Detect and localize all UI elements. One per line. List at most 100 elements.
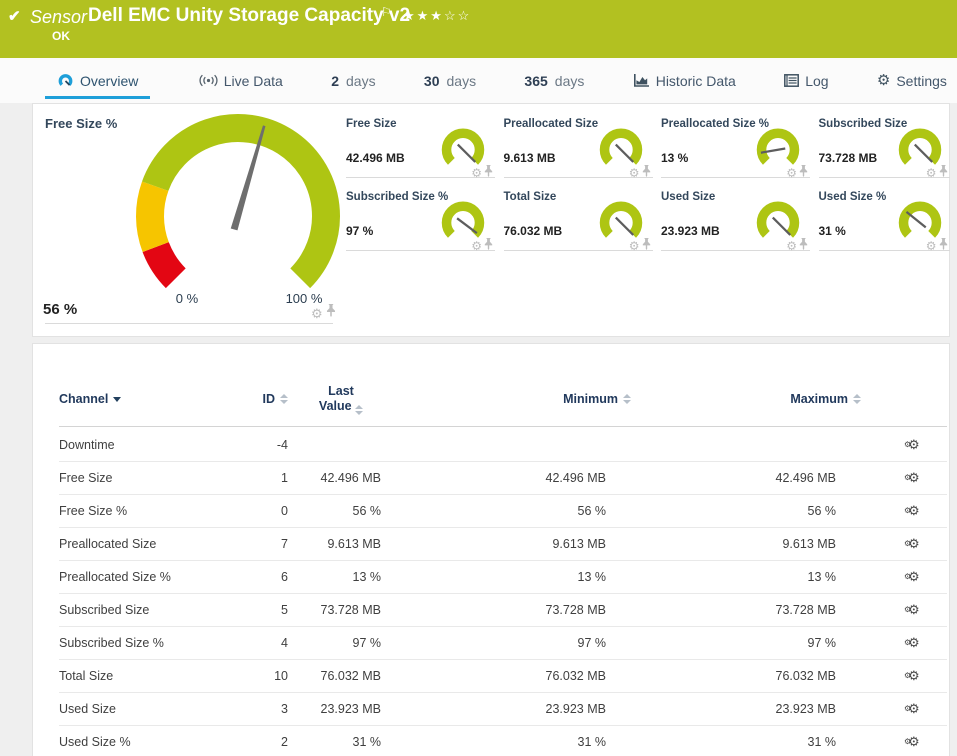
gear-icon[interactable]: ⚙ (628, 239, 640, 253)
minimum-cell: 42.496 MB (545, 471, 606, 485)
channel-id-cell: -4 (276, 438, 288, 452)
last-value-cell: 9.613 MB (327, 537, 381, 551)
column-header-last-value[interactable]: Last Value (301, 384, 381, 415)
column-header-id[interactable]: ID (213, 392, 288, 406)
gear-icon[interactable]: ⚙ (628, 166, 640, 180)
pin-icon[interactable] (939, 164, 948, 182)
table-row: Downtime -4 ⚙ ⚙ (59, 429, 947, 462)
small-gauge (599, 201, 642, 238)
gauge-title: Subscribed Size % (346, 191, 449, 203)
sensor-title: Dell EMC Unity Storage Capacity v2 (88, 5, 411, 26)
main-gauge-value: 56 % (43, 301, 78, 318)
sensor-category-label: Sensor (30, 7, 88, 27)
table-row: Used Size 3 23.923 MB 23.923 MB 23.923 MB ⚙ ⚙ (59, 693, 947, 726)
flag-icon[interactable]: ⚐ (381, 5, 392, 19)
priority-stars[interactable]: ★★★☆☆ (403, 8, 472, 23)
channel-id-cell: 0 (281, 504, 288, 518)
tab-label-number: 30 (423, 72, 440, 89)
pin-icon[interactable] (939, 237, 948, 255)
gauge-value: 76.032 MB (503, 224, 563, 238)
minimum-cell: 76.032 MB (545, 669, 606, 683)
gear-icon[interactable]: ⚙ (925, 166, 937, 180)
channel-name-cell: Used Size (59, 702, 116, 716)
pin-icon[interactable] (642, 237, 651, 255)
sort-icon (280, 394, 288, 404)
column-header-minimum[interactable]: Minimum (453, 392, 631, 406)
channel-id-cell: 6 (281, 570, 288, 584)
channel-id-cell: 2 (281, 735, 288, 749)
gauge-needle (614, 216, 634, 236)
channel-name-cell: Downtime (59, 438, 115, 452)
pin-icon[interactable] (326, 304, 336, 322)
minimum-cell: 13 % (577, 570, 607, 584)
gauge-needle (913, 143, 933, 163)
small-gauge-cell: Used Size % 31 % ⚙ (818, 187, 950, 253)
gear-icon[interactable]: ⚙ (471, 239, 482, 253)
gear-icon[interactable]: ⚙ (471, 166, 482, 180)
small-gauge (756, 128, 800, 165)
sort-desc-icon (113, 396, 122, 402)
status-check-icon: ✔ (8, 8, 21, 25)
tab-30-days[interactable]: 30 days (424, 58, 476, 103)
channel-id-cell: 4 (281, 636, 288, 650)
settings-gear-icon: ⚙ (876, 72, 891, 89)
column-header-channel[interactable]: Channel (59, 392, 122, 406)
maximum-cell: 13 % (807, 570, 837, 584)
channel-name-cell: Preallocated Size (59, 537, 157, 551)
log-icon (784, 74, 800, 87)
minimum-cell: 73.728 MB (545, 603, 606, 617)
channel-id-cell: 5 (281, 603, 288, 617)
gear-icon[interactable]: ⚙ (786, 166, 797, 180)
pin-icon[interactable] (799, 237, 808, 255)
gauge-title: Used Size (661, 191, 716, 203)
tab-label: days (446, 72, 477, 89)
channel-id-cell: 3 (281, 702, 288, 716)
small-gauge (756, 201, 800, 238)
table-row: Free Size % 0 56 % 56 % 56 % ⚙ ⚙ (59, 495, 947, 528)
overview-gauges-panel: Free Size % 0 % 100 % 56 % ⚙ Free Size 42… (32, 103, 950, 337)
column-header-maximum[interactable]: Maximum (683, 392, 861, 406)
gauge-value: 97 % (346, 224, 374, 238)
minimum-cell: 9.613 MB (552, 537, 606, 551)
channel-id-cell: 10 (274, 669, 288, 683)
tab-overview[interactable]: Overview (45, 58, 151, 103)
tab-historic-data[interactable]: Historic Data (633, 58, 736, 103)
gear-icon[interactable]: ⚙ (786, 239, 797, 253)
pin-icon[interactable] (484, 237, 493, 255)
gauge-value: 23.923 MB (661, 224, 720, 238)
tab-log[interactable]: Log (784, 58, 829, 103)
table-row: Subscribed Size % 4 97 % 97 % 97 % ⚙ ⚙ (59, 627, 947, 660)
tab-live-data[interactable]: Live Data (199, 58, 283, 103)
small-gauge-cell: Subscribed Size 73.728 MB ⚙ (818, 114, 950, 180)
small-gauge (441, 128, 485, 165)
channel-id-cell: 7 (281, 537, 288, 551)
tab-label: Log (805, 72, 829, 89)
gauge-value: 13 % (661, 151, 689, 165)
pin-icon[interactable] (799, 164, 808, 182)
last-value-cell: 76.032 MB (320, 669, 381, 683)
pin-icon[interactable] (642, 164, 651, 182)
tab-365-days[interactable]: 365 days (524, 58, 584, 103)
sort-icon (623, 394, 631, 404)
gauge-scale-min: 0 % (175, 291, 199, 306)
gauge-icon (57, 72, 74, 89)
tab-2-days[interactable]: 2 days (331, 58, 375, 103)
gauge-value: 42.496 MB (346, 151, 405, 165)
pin-icon[interactable] (484, 164, 493, 182)
small-gauge (441, 201, 485, 238)
gear-icon[interactable]: ⚙ (311, 305, 323, 321)
maximum-cell: 56 % (807, 504, 837, 518)
minimum-cell: 23.923 MB (545, 702, 606, 716)
last-value-cell: 13 % (352, 570, 382, 584)
tab-bar: Overview Live Data 2 days 30 days 365 da… (0, 58, 957, 103)
gauge-needle (456, 217, 478, 235)
last-value-cell: 23.923 MB (320, 702, 381, 716)
gauge-needle (456, 143, 477, 163)
last-value-cell: 73.728 MB (320, 603, 381, 617)
channel-name-cell: Preallocated Size % (59, 570, 171, 584)
main-gauge-title: Free Size % (45, 116, 118, 131)
small-gauge-cell: Free Size 42.496 MB ⚙ (346, 114, 495, 180)
gear-icon[interactable]: ⚙ (925, 239, 937, 253)
small-gauge (898, 201, 941, 238)
tab-settings[interactable]: ⚙ Settings (877, 58, 947, 103)
